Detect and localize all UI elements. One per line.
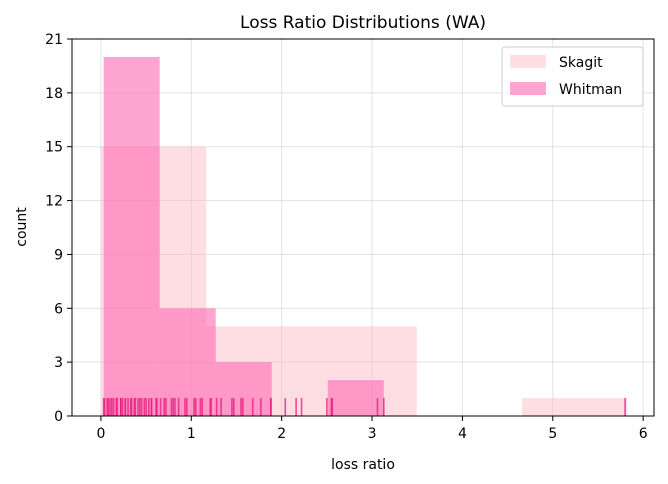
x-axis-label: loss ratio: [331, 457, 395, 473]
x-tick-label: 4: [458, 426, 467, 442]
x-axis-ticks: 0 1 2 3 4 5 6: [96, 416, 648, 442]
bar-whitman: [327, 380, 384, 416]
legend: Skagit Whitman: [501, 46, 644, 107]
legend-label-whitman: Whitman: [559, 82, 622, 98]
y-axis-ticks: 0 3 6 9 12 15 18 21: [45, 32, 72, 425]
legend-swatch-skagit: [510, 55, 546, 68]
y-tick-label: 18: [45, 86, 63, 102]
y-tick-label: 21: [45, 32, 63, 48]
y-tick-label: 0: [54, 409, 63, 425]
y-tick-label: 3: [54, 355, 63, 371]
y-tick-label: 9: [54, 247, 63, 263]
bar-whitman: [159, 308, 216, 416]
x-tick-label: 2: [277, 426, 286, 442]
bar-whitman: [103, 56, 160, 416]
x-tick-label: 5: [548, 426, 557, 442]
rug-marks: [102, 398, 626, 416]
y-tick-label: 12: [45, 194, 63, 210]
x-tick-label: 0: [96, 426, 105, 442]
x-tick-label: 3: [368, 426, 377, 442]
plot-area-frame: [71, 38, 655, 417]
y-tick-label: 6: [54, 301, 63, 317]
y-tick-label: 15: [45, 140, 63, 156]
histogram-bars: [100, 56, 628, 416]
x-tick-label: 6: [639, 426, 648, 442]
y-axis-label: count: [14, 207, 30, 247]
legend-label-skagit: Skagit: [559, 55, 603, 71]
x-tick-label: 1: [187, 426, 196, 442]
bar-whitman: [215, 362, 272, 416]
legend-swatch-whitman: [510, 82, 546, 95]
bar-skagit: [522, 398, 628, 416]
chart-title: Loss Ratio Distributions (WA): [240, 13, 486, 33]
